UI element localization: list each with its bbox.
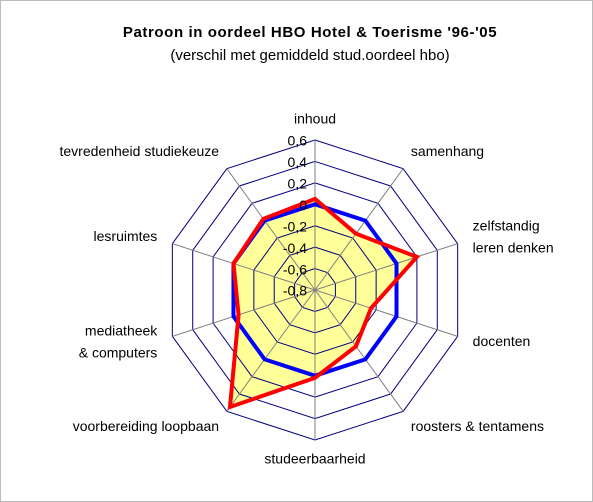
spoke bbox=[314, 289, 458, 337]
category-label: studeerbaarheid bbox=[264, 451, 365, 467]
category-label: tevredenheid studiekeuze bbox=[60, 143, 220, 159]
spoke bbox=[314, 168, 404, 291]
spoke bbox=[172, 243, 316, 291]
spoke bbox=[226, 168, 316, 291]
spoke bbox=[314, 243, 458, 291]
axis-tick-label: 0,2 bbox=[288, 176, 308, 192]
axis-tick-label: -0,2 bbox=[283, 218, 307, 234]
category-label: samenhang bbox=[411, 143, 484, 159]
category-label: roosters & tentamens bbox=[411, 418, 544, 434]
chart-title: Patroon in oordeel HBO Hotel & Toerisme … bbox=[123, 24, 497, 41]
category-label: voorbereiding loopbaan bbox=[73, 418, 219, 434]
category-label: mediatheek & computers bbox=[79, 322, 159, 360]
axis-tick-label: -0,4 bbox=[283, 240, 307, 256]
spoke bbox=[314, 289, 404, 412]
category-label: docenten bbox=[473, 333, 531, 349]
chart-subtitle: (verschil met gemiddeld stud.oordeel hbo… bbox=[170, 47, 449, 64]
axis-tick-label: 0,6 bbox=[288, 133, 308, 149]
axis-tick-label: 0 bbox=[299, 197, 307, 213]
axis-tick-label: -0,6 bbox=[283, 261, 307, 277]
series-line bbox=[227, 196, 421, 410]
spoke bbox=[226, 289, 316, 412]
category-label: inhoud bbox=[294, 111, 336, 127]
axis-tick-label: -0,8 bbox=[283, 283, 307, 299]
axis-tick-label: 0,4 bbox=[288, 154, 308, 170]
series-area bbox=[229, 198, 417, 408]
spoke bbox=[172, 289, 316, 337]
category-label: zelfstandig leren denken bbox=[473, 217, 554, 255]
category-label: lesruimtes bbox=[94, 228, 158, 244]
